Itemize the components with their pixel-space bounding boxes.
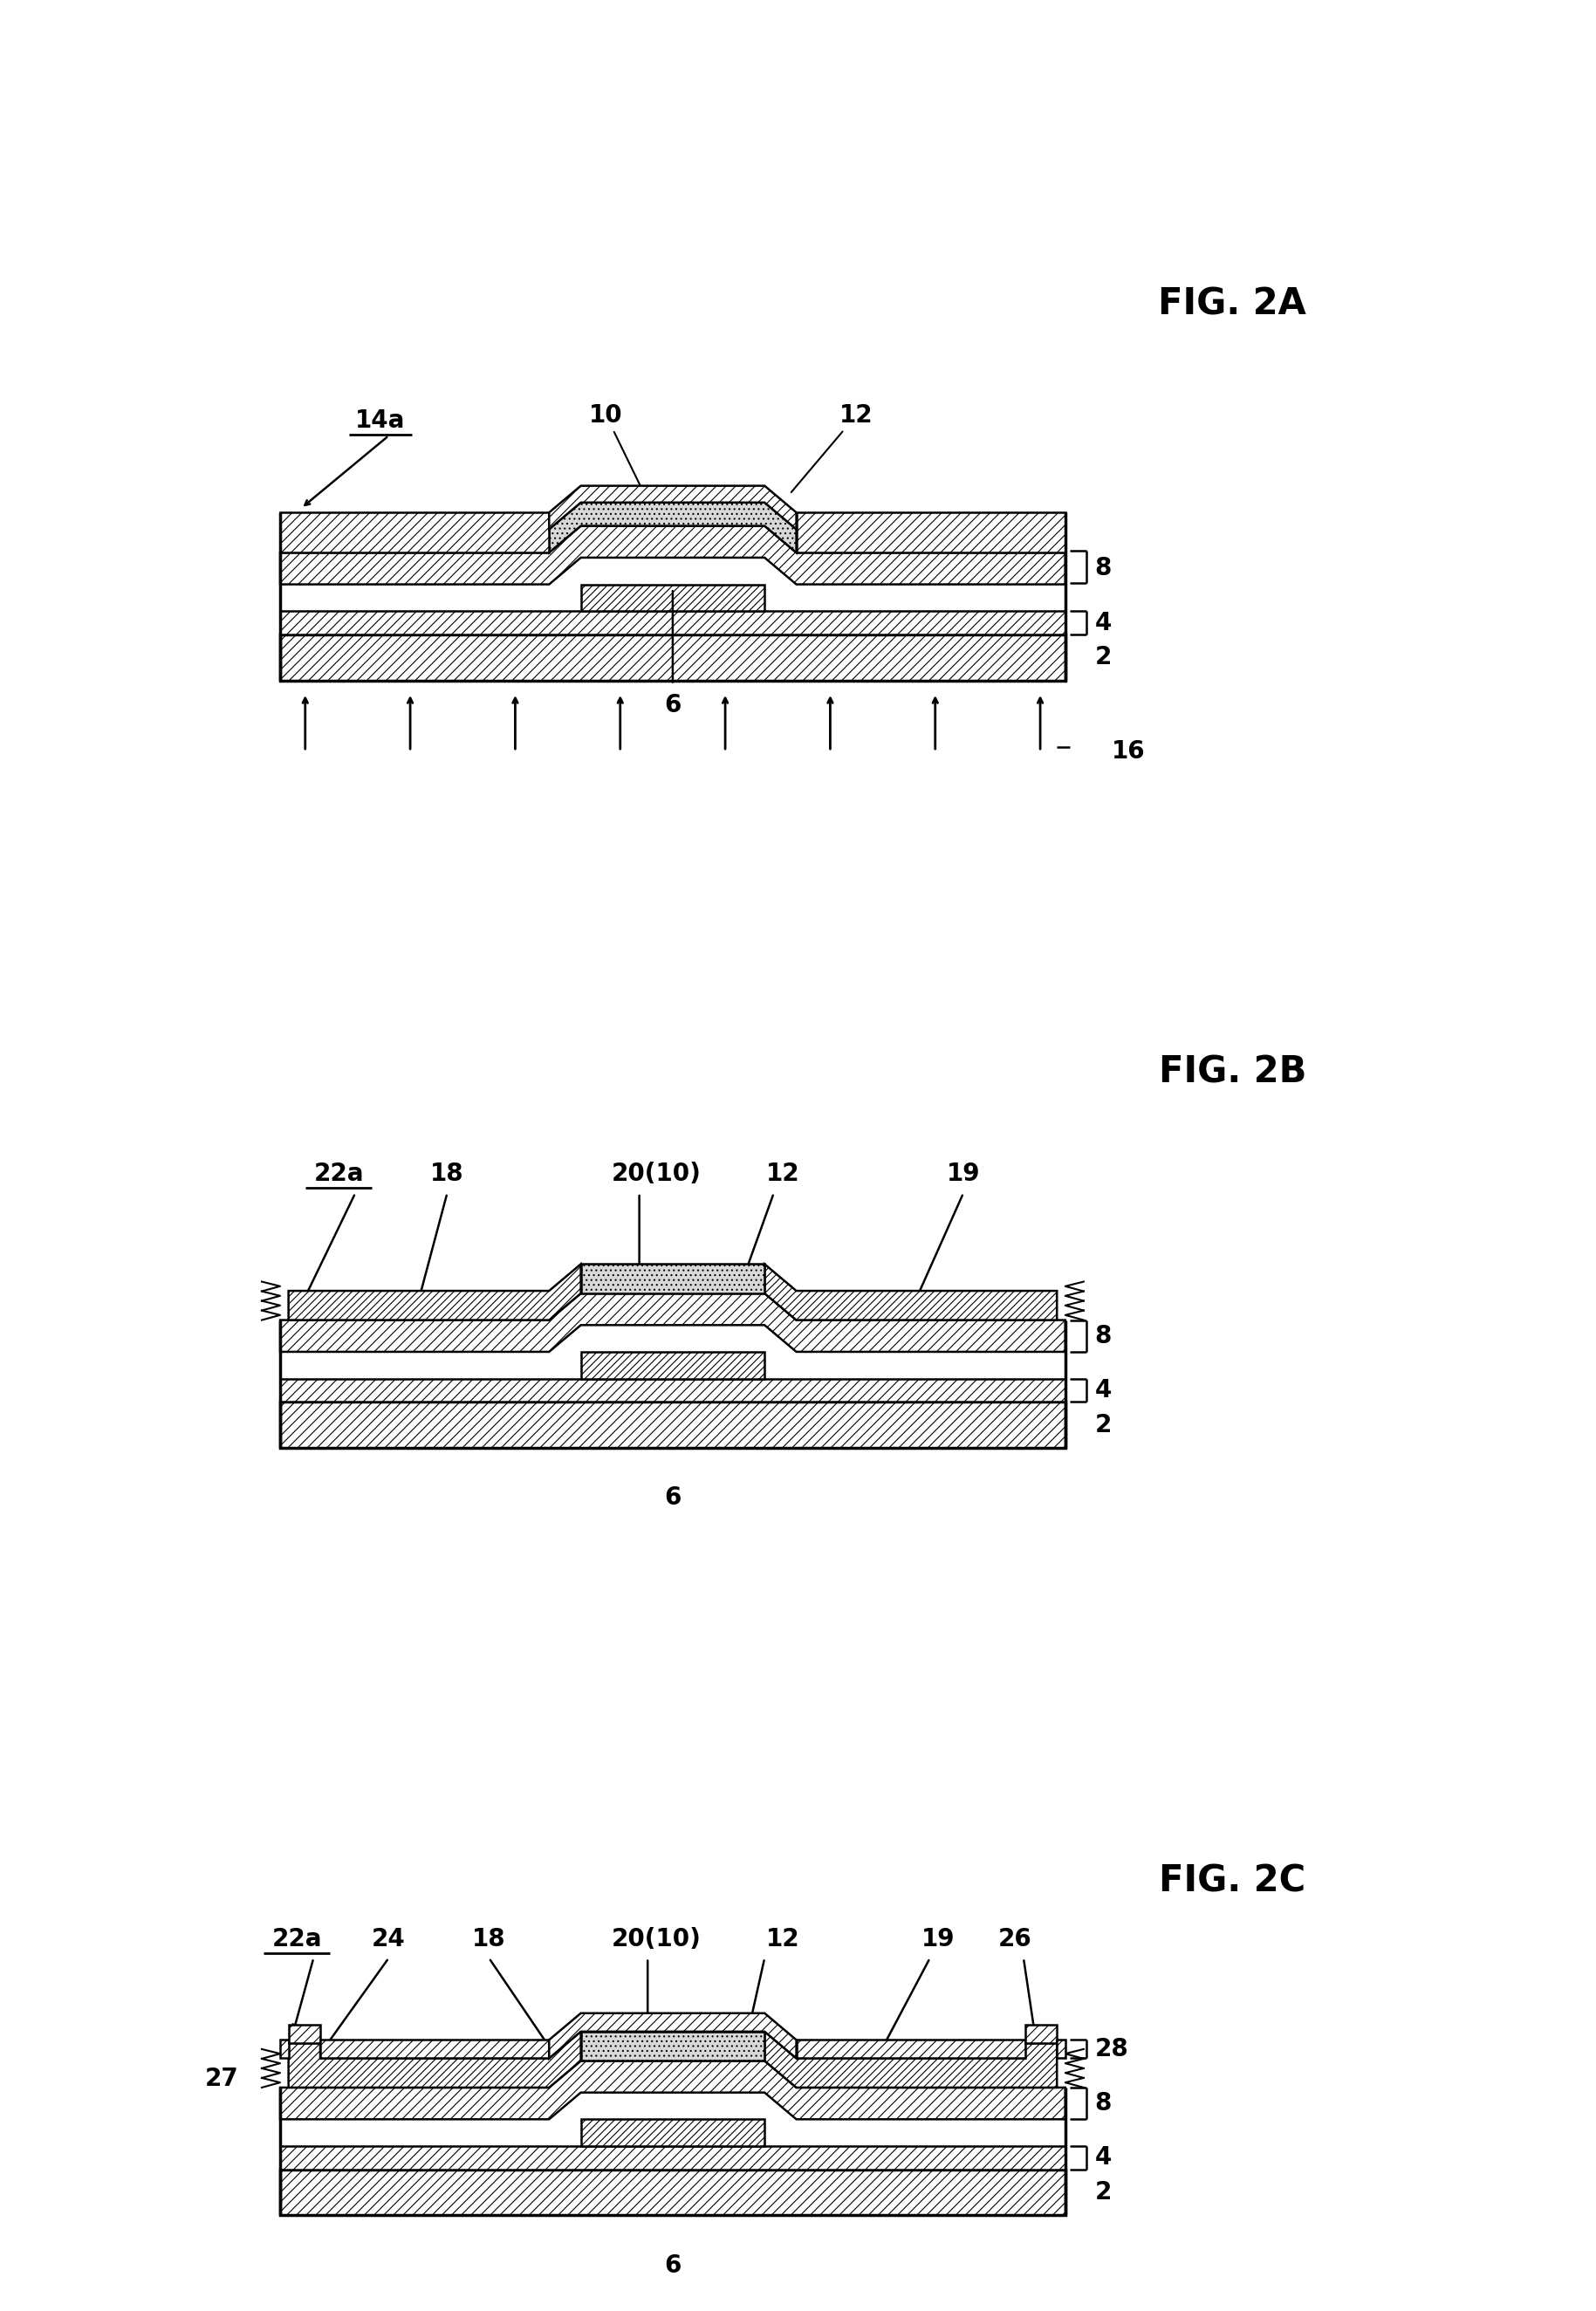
Text: FIG. 2C: FIG. 2C: [1159, 1863, 1306, 1900]
Bar: [281, 2041, 289, 2059]
Polygon shape: [549, 485, 796, 529]
Text: 10: 10: [589, 402, 646, 499]
Text: 12: 12: [792, 402, 873, 492]
Text: 4: 4: [1095, 2145, 1111, 2170]
Polygon shape: [281, 527, 1065, 585]
Text: 20(10): 20(10): [611, 1927, 701, 1950]
Polygon shape: [581, 1264, 764, 1294]
Polygon shape: [289, 1264, 581, 1320]
Bar: [1025, 2024, 1057, 2043]
Bar: [796, 513, 1065, 552]
Text: 28: 28: [1095, 2036, 1128, 2061]
Text: 27: 27: [204, 2066, 238, 2091]
Text: 4: 4: [1095, 610, 1111, 636]
Bar: [281, 2170, 1065, 2216]
Polygon shape: [549, 2013, 796, 2059]
Bar: [281, 1380, 1065, 1403]
Polygon shape: [764, 1264, 1057, 1320]
Text: 6: 6: [664, 2253, 681, 2279]
Text: 20(10): 20(10): [611, 1162, 701, 1186]
Polygon shape: [764, 2031, 1057, 2087]
Text: 18: 18: [472, 1927, 506, 1950]
Text: 8: 8: [1095, 1324, 1111, 1347]
Text: 18: 18: [431, 1162, 464, 1186]
Text: 2: 2: [1095, 645, 1111, 670]
Text: FIG. 2B: FIG. 2B: [1159, 1054, 1306, 1091]
Polygon shape: [281, 2061, 1065, 2119]
Text: 12: 12: [766, 1162, 800, 1186]
Text: 2: 2: [1095, 2179, 1111, 2205]
Bar: [581, 585, 764, 610]
Bar: [1057, 2041, 1065, 2059]
Text: 22a: 22a: [271, 1927, 322, 1950]
Text: 24: 24: [372, 1927, 405, 1950]
Bar: [581, 1352, 764, 1380]
Polygon shape: [281, 1294, 1065, 1352]
Bar: [281, 1403, 1065, 1449]
Text: 6: 6: [664, 693, 681, 719]
Text: 8: 8: [1095, 557, 1111, 580]
Bar: [281, 513, 549, 552]
Text: 14a: 14a: [356, 409, 405, 432]
Bar: [581, 2119, 764, 2147]
Bar: [281, 636, 1065, 679]
Bar: [796, 2041, 1025, 2059]
Text: 8: 8: [1095, 2091, 1111, 2115]
Text: FIG. 2A: FIG. 2A: [1159, 287, 1307, 324]
Bar: [281, 610, 1065, 636]
Text: 16: 16: [1111, 740, 1144, 763]
Bar: [321, 2041, 549, 2059]
Polygon shape: [581, 2031, 764, 2061]
Bar: [289, 2024, 321, 2043]
Text: 22a: 22a: [313, 1162, 364, 1186]
Text: 6: 6: [664, 1486, 681, 1509]
Text: 19: 19: [946, 1162, 980, 1186]
Polygon shape: [549, 501, 796, 552]
Polygon shape: [289, 2031, 581, 2087]
Bar: [281, 2147, 1065, 2170]
Text: 2: 2: [1095, 1412, 1111, 1437]
Text: 12: 12: [766, 1927, 800, 1950]
Text: 26: 26: [998, 1927, 1033, 1950]
Text: 19: 19: [921, 1927, 954, 1950]
Text: 4: 4: [1095, 1377, 1111, 1403]
